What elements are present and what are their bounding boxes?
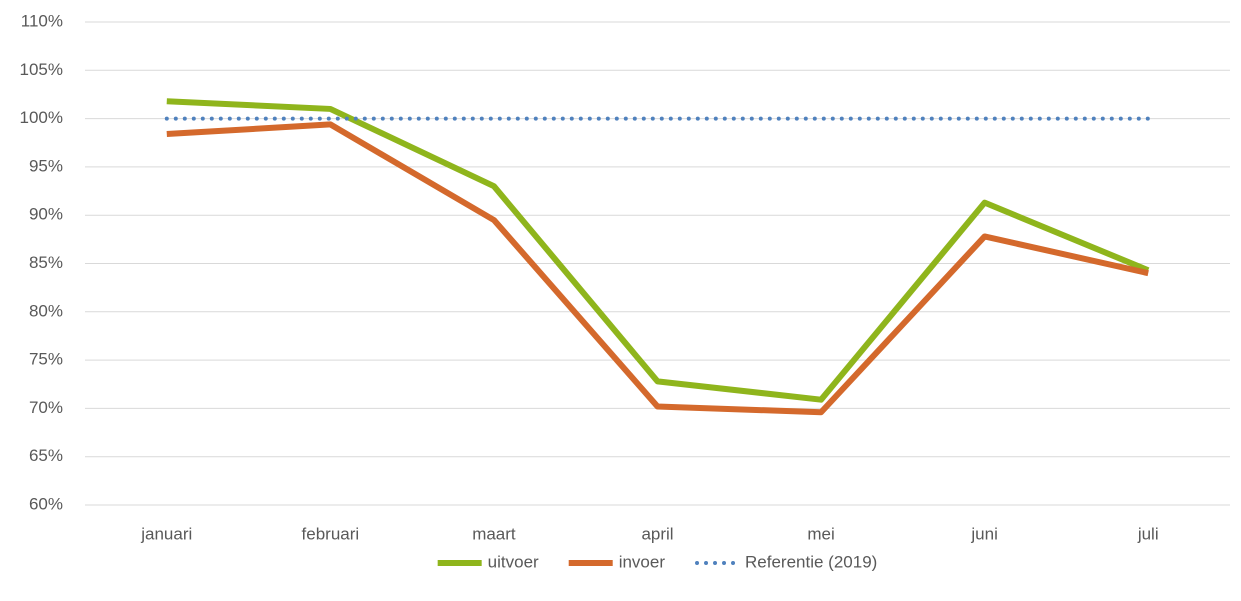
x-tick-label: februari (302, 524, 360, 543)
y-tick-label: 95% (29, 156, 63, 175)
series-line (166, 98, 1150, 403)
y-tick-label: 65% (29, 446, 63, 465)
y-tick-label: 110% (21, 11, 63, 30)
y-tick-label: 70% (29, 398, 63, 417)
y-tick-label: 90% (29, 205, 63, 224)
x-tick-label: juni (970, 524, 997, 543)
x-tick-label: maart (472, 524, 516, 543)
y-tick-label: 75% (29, 350, 63, 369)
y-tick-label: 105% (20, 60, 63, 79)
legend-label: Referentie (2019) (745, 552, 877, 571)
x-tick-label: juli (1137, 524, 1159, 543)
x-tick-label: januari (140, 524, 192, 543)
y-tick-label: 85% (29, 253, 63, 272)
y-tick-label: 60% (29, 494, 63, 513)
legend-label: uitvoer (488, 552, 539, 571)
x-tick-label: mei (807, 524, 834, 543)
series-line (166, 121, 1149, 416)
legend-label: invoer (619, 552, 666, 571)
x-tick-label: april (641, 524, 673, 543)
y-tick-label: 100% (20, 108, 63, 127)
y-tick-label: 80% (29, 301, 63, 320)
